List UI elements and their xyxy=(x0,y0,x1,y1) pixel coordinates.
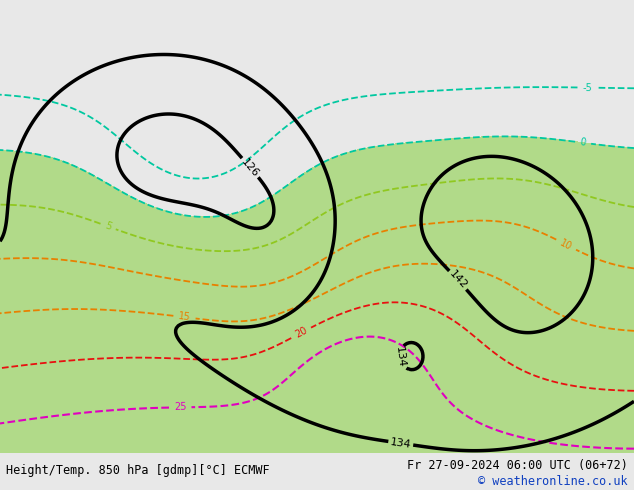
Text: -5: -5 xyxy=(583,82,592,93)
Text: 142: 142 xyxy=(447,269,469,292)
Text: 10: 10 xyxy=(559,238,574,252)
Text: 20: 20 xyxy=(294,325,309,340)
Text: © weatheronline.co.uk: © weatheronline.co.uk xyxy=(478,475,628,488)
Text: 126: 126 xyxy=(240,156,261,179)
Text: Fr 27-09-2024 06:00 UTC (06+72): Fr 27-09-2024 06:00 UTC (06+72) xyxy=(407,459,628,472)
Text: 134: 134 xyxy=(394,346,406,368)
Text: 5: 5 xyxy=(103,220,113,232)
Text: 25: 25 xyxy=(174,402,186,413)
Text: Height/Temp. 850 hPa [gdmp][°C] ECMWF: Height/Temp. 850 hPa [gdmp][°C] ECMWF xyxy=(6,464,270,477)
Text: 15: 15 xyxy=(178,312,191,323)
Text: 134: 134 xyxy=(389,437,412,450)
Text: 0: 0 xyxy=(579,137,587,148)
